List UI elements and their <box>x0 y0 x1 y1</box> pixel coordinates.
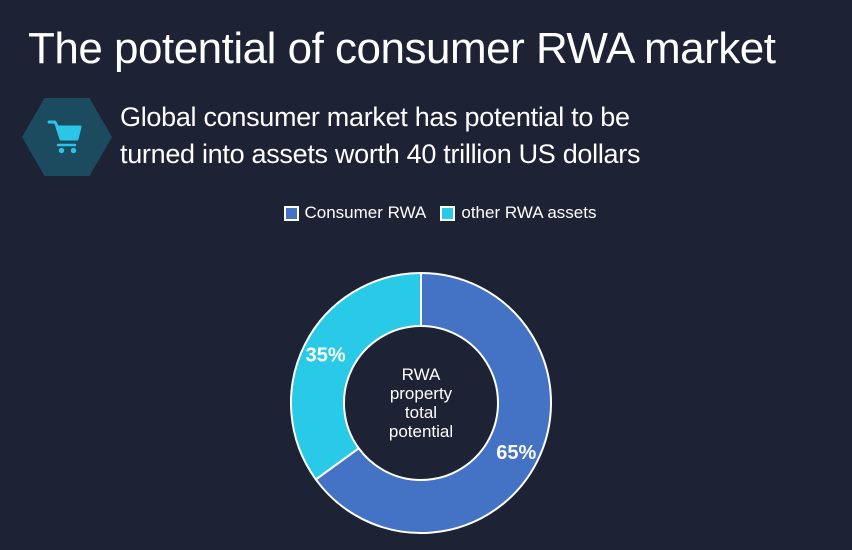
legend-swatch-consumer-rwa <box>283 205 299 221</box>
donut-slice-other-rwa-assets <box>290 272 422 481</box>
donut-value-label-0: 65% <box>496 442 536 464</box>
legend-item-consumer-rwa: Consumer RWA <box>283 203 427 223</box>
donut-chart-svg: 65% 35% <box>290 272 552 534</box>
page-title: The potential of consumer RWA market <box>28 24 776 73</box>
donut-chart: 65% 35% RWA property total potential <box>281 263 561 543</box>
donut-value-label-1: 35% <box>306 345 346 367</box>
shopping-cart-badge <box>22 98 112 176</box>
chart-legend: Consumer RWA other RWA assets <box>14 203 852 223</box>
shopping-cart-icon <box>47 120 82 154</box>
legend-label-consumer-rwa: Consumer RWA <box>304 203 427 222</box>
legend-item-other-rwa-assets: other RWA assets <box>440 203 597 223</box>
legend-label-other-rwa-assets: other RWA assets <box>461 203 597 222</box>
legend-swatch-other-rwa-assets <box>440 205 456 221</box>
donut-slice-consumer-rwa <box>314 272 552 534</box>
slide-subtitle: Global consumer market has potential to … <box>120 102 641 169</box>
